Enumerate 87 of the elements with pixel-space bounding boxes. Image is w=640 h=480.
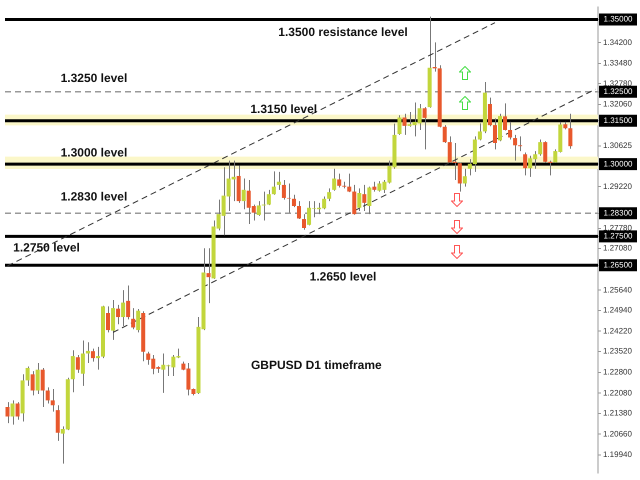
- candlestick: [357, 188, 362, 212]
- y-tick-label: 1.35000: [604, 14, 634, 24]
- candlestick: [70, 350, 75, 393]
- candlestick: [36, 362, 40, 394]
- candlestick: [548, 160, 552, 176]
- candlestick: [367, 186, 372, 215]
- candlestick: [543, 140, 548, 163]
- y-tick-label: 1.27080: [603, 244, 632, 253]
- candlestick: [347, 173, 352, 193]
- candlestick: [397, 114, 402, 136]
- y-tick-label: 1.24220: [603, 326, 632, 336]
- annotation: GBPUSD D1 timeframe: [250, 358, 382, 372]
- candlestick: [568, 113, 572, 150]
- candlestick: [131, 308, 136, 330]
- candlestick: [56, 404, 60, 442]
- candlestick: [337, 173, 342, 188]
- candlestick: [111, 300, 116, 340]
- y-tick-label: 1.28300: [604, 208, 634, 218]
- y-tick-label: 1.25640: [603, 285, 632, 294]
- candlestick: [523, 152, 528, 176]
- candlestick: [538, 139, 542, 156]
- y-tick-label: 1.23520: [603, 346, 632, 356]
- y-tick-label: 1.26500: [604, 260, 634, 270]
- candlestick: [282, 180, 286, 200]
- candlestick: [272, 170, 276, 196]
- y-tick-label: 1.27500: [604, 232, 634, 241]
- candlestick: [422, 106, 427, 150]
- y-tick-label: 1.32500: [604, 87, 634, 96]
- candlestick: [50, 388, 55, 412]
- candlestick: [262, 191, 266, 221]
- candlestick: [86, 342, 90, 364]
- y-tick-label: 1.24940: [603, 306, 632, 315]
- candlestick: [352, 184, 356, 216]
- candlestick: [503, 102, 508, 132]
- y-tick-label: 1.22800: [603, 367, 632, 376]
- candlestick: [242, 178, 246, 210]
- candlestick: [462, 168, 467, 188]
- candlestick: [80, 340, 85, 386]
- candlestick: [266, 189, 271, 206]
- y-tick-label: 1.21380: [603, 408, 632, 418]
- y-tick-label: 1.34200: [603, 38, 632, 47]
- candlestick: [292, 194, 296, 208]
- candlestick: [478, 122, 482, 141]
- candlestick: [16, 402, 20, 420]
- candlestick: [126, 285, 130, 320]
- y-tick-label: 1.31500: [604, 116, 634, 125]
- candlestick: [513, 134, 518, 162]
- candlestick: [116, 304, 120, 325]
- candlestick: [488, 97, 492, 127]
- y-tick-label: 1.30000: [604, 159, 634, 168]
- candlestick: [106, 306, 110, 333]
- candlestick: [362, 184, 366, 212]
- candlestick: [121, 290, 126, 327]
- candlestick: [90, 348, 95, 362]
- candlestick: [136, 308, 140, 333]
- y-tick-label: 1.22080: [603, 388, 632, 398]
- ref-line-label: 1.3250 level: [60, 71, 128, 86]
- candlestick: [332, 168, 336, 192]
- candlestick: [327, 188, 332, 202]
- candlestick: [256, 200, 261, 216]
- y-tick-label: 1.29220: [603, 182, 632, 191]
- ref-line-label: 1.3000 level: [60, 145, 128, 160]
- y-tick-label: 1.19940: [603, 450, 632, 460]
- candlestick: [6, 402, 10, 424]
- y-tick-label: 1.30625: [603, 141, 632, 150]
- ref-line-label: 1.3150 level: [250, 102, 318, 116]
- candlestick: [508, 121, 512, 140]
- y-tick-label: 1.20660: [603, 429, 632, 438]
- candlestick: [302, 214, 306, 230]
- candlestick: [458, 162, 462, 192]
- y-tick-label: 1.27780: [603, 223, 632, 232]
- candlestick: [402, 113, 407, 136]
- ref-line-label: 1.2750 level: [13, 240, 80, 255]
- candlestick: [206, 248, 211, 304]
- ref-line-label: 1.3500 resistance level: [278, 24, 408, 39]
- candlestick: [468, 158, 472, 176]
- candlestick: [276, 171, 281, 190]
- candlestick: [372, 181, 376, 192]
- y-tick-label: 1.32060: [603, 100, 632, 109]
- candlestick: [76, 354, 80, 374]
- y-tick-label: 1.33480: [603, 58, 632, 68]
- candlestick: [10, 400, 15, 426]
- candlestick: [492, 118, 497, 150]
- ref-line-label: 1.2830 level: [60, 190, 128, 204]
- ref-line-label: 1.2650 level: [310, 270, 376, 284]
- candlestick: [296, 200, 301, 220]
- candlestick: [30, 370, 35, 396]
